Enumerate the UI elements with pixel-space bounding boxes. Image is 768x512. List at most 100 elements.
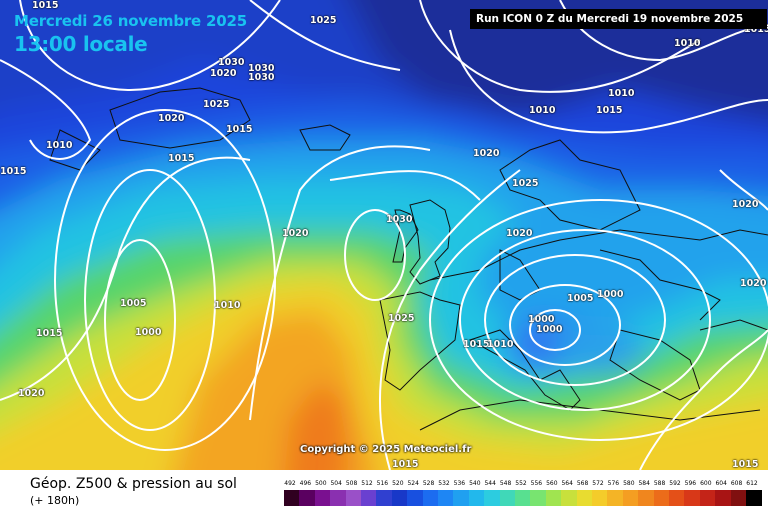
scale-swatch [330,490,347,506]
isobar-label: 1005 [120,298,147,309]
scale-tick-label: 568 [576,480,589,487]
isobar-label: 1015 [0,166,27,177]
scale-tick-label: 556 [530,480,543,487]
scale-swatch [422,490,439,506]
scale-swatch [391,490,408,506]
scale-swatch [453,490,470,506]
scale-tick-label: 496 [299,480,312,487]
scale-swatch [284,490,300,506]
scale-swatch [638,490,655,506]
isobar-label: 1000 [135,327,162,338]
scale-tick-label: 600 [700,480,712,487]
scale-swatch [376,490,393,506]
scale-swatch [669,490,685,506]
scale-tick-label: 516 [376,480,389,487]
scale-tick-label: 612 [746,480,758,487]
isobar-label: 1030 [248,72,275,83]
scale-tick-label: 528 [422,480,435,487]
scale-tick-label: 540 [469,480,481,487]
scale-swatch [468,490,485,506]
isobar-label: 1015 [392,459,419,470]
scale-tick-label: 604 [715,480,727,487]
scale-swatch [746,490,762,506]
scale-swatch [561,490,578,506]
scale-tick-label: 576 [607,480,620,487]
scale-tick-label: 548 [499,480,512,487]
isobar-label: 1030 [218,57,245,68]
isobar-label: 1015 [732,459,759,470]
forecast-map [0,0,768,470]
scale-tick-label: 560 [546,480,558,487]
isobar-label: 1025 [388,313,415,324]
scale-tick-label: 492 [284,480,296,487]
isobar-label: 1010 [608,88,635,99]
scale-swatch [407,490,424,506]
scale-swatch [530,490,547,506]
isobar-label: 1015 [463,339,490,350]
isobar-label: 1015 [226,124,253,135]
isobar-label: 1020 [282,228,309,239]
scale-tick-label: 544 [484,480,496,487]
isobar-label: 1000 [597,289,624,300]
color-scale: 492 496 500 504 508 512 516 520 524 528 532 536 540 5… [284,474,762,510]
scale-tick-label: 520 [392,480,404,487]
scale-swatch [684,490,701,506]
scale-tick-label: 596 [684,480,697,487]
isobar-label: 1010 [214,300,241,311]
isobar-label: 1010 [529,105,556,116]
scale-swatch [345,490,362,506]
isobars [0,0,768,470]
isobar-label: 1020 [740,278,767,289]
scale-swatch [592,490,608,506]
isobar-label: 1020 [158,113,185,124]
isobar-label: 1005 [567,293,594,304]
isobar-label: 1015 [168,153,195,164]
scale-swatch [314,490,331,506]
isobar-label: 1015 [32,0,59,11]
scale-tick-label: 584 [638,480,650,487]
scale-swatch [484,490,501,506]
scale-swatch [499,490,516,506]
scale-tick-label: 608 [730,480,743,487]
isobar-label: 1015 [744,24,768,35]
scale-tick-label: 588 [653,480,666,487]
scale-tick-label: 500 [315,480,327,487]
geopotential-field [0,0,768,470]
scale-tick-label: 572 [592,480,604,487]
scale-swatch [607,490,624,506]
isobar-label: 1000 [536,324,563,335]
isobar-label: 1020 [506,228,533,239]
product-title: Géop. Z500 & pression au sol [30,476,237,492]
scale-swatch [715,490,732,506]
scale-swatch [438,490,454,506]
scale-swatch [653,490,670,506]
scale-swatch [545,490,562,506]
scale-swatch [730,490,747,506]
scale-tick-label: 508 [345,480,358,487]
lead-time: (+ 180h) [30,494,80,507]
scale-swatch [515,490,531,506]
isobar-label: 1020 [18,388,45,399]
scale-tick-label: 564 [561,480,573,487]
isobar-label: 1030 [248,63,275,74]
isobar-label: 1000 [528,314,555,325]
forecast-local-time: 13:00 locale [14,32,148,56]
isobar-label: 1025 [512,178,539,189]
scale-tick-label: 536 [453,480,466,487]
scale-tick-label: 580 [623,480,635,487]
scale-tick-label: 512 [361,480,373,487]
isobar-label: 1025 [310,15,337,26]
forecast-date: Mercredi 26 novembre 2025 [14,12,248,30]
scale-tick-label: 504 [330,480,342,487]
scale-tick-label: 532 [438,480,450,487]
isobar-label: 1010 [674,38,701,49]
isobar-label: 1020 [732,199,759,210]
isobar-label: 1030 [386,214,413,225]
scale-swatch [699,490,716,506]
isobar-label: 1015 [596,105,623,116]
scale-swatch [299,490,316,506]
copyright-text: Copyright © 2025 Meteociel.fr [300,444,472,455]
scale-swatch [576,490,593,506]
isobar-label: 1015 [36,328,63,339]
